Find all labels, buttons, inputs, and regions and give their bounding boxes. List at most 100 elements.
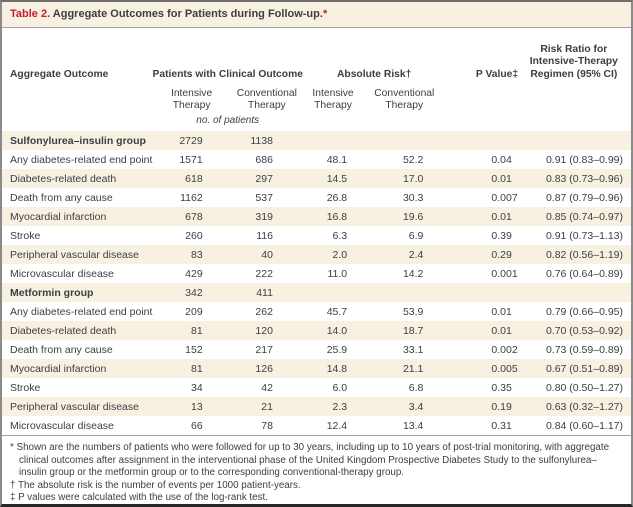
table-row: Microvascular disease 429 222 11.0 14.2 0.001… [2, 264, 631, 283]
cell-pi: 342 [185, 286, 203, 299]
cell-pc: 686 [255, 153, 273, 166]
cell-pi: 34 [191, 381, 203, 394]
cell-pi: 2729 [179, 134, 203, 147]
cell-outcome: Any diabetes-related end point [10, 305, 153, 318]
outcomes-table: Aggregate Outcome Patients with Clinical… [2, 28, 631, 435]
group-row: Metformin group 342 411 [2, 283, 631, 302]
cell-rr: 0.63 (0.32–1.27) [545, 400, 623, 413]
cell-outcome: Myocardial infarction [10, 362, 107, 375]
cell-p: 0.002 [491, 343, 518, 356]
footnote-text: P values were calculated with the use of… [18, 492, 268, 503]
cell-rr: 0.83 (0.73–0.96) [545, 172, 623, 185]
cell-pi: 678 [185, 210, 203, 223]
cell-p: 0.19 [491, 400, 512, 413]
cell-outcome: Myocardial infarction [10, 210, 107, 223]
table-row: Death from any cause 152 217 25.9 33.1 0.002 0… [2, 340, 631, 359]
header-spacer [521, 86, 631, 114]
cell-ri: 6.0 [332, 381, 348, 394]
cell-p: 0.31 [491, 419, 512, 432]
cell-pc: 78 [261, 419, 273, 432]
cell-ri [303, 283, 363, 302]
footnote-marker: † [10, 479, 18, 491]
units-spacer [2, 114, 152, 131]
cell-pc: 262 [255, 305, 273, 318]
cell-outcome: Metformin group [10, 286, 94, 299]
cell-outcome: Sulfonylurea–insulin group [10, 134, 146, 147]
cell-ri: 45.7 [326, 305, 348, 318]
column-header-aggregate-outcome: Aggregate Outcome [10, 68, 109, 80]
cell-pc: 42 [261, 381, 273, 394]
cell-rr: 0.79 (0.66–0.95) [545, 305, 623, 318]
table-row: Myocardial infarction 678 319 16.8 19.6 0.01 0… [2, 207, 631, 226]
table-row: Peripheral vascular disease 83 40 2.0 2.4 0.2… [2, 245, 631, 264]
subheader-patients-conventional-therapy: Conventional Therapy [236, 88, 297, 111]
cell-ri: 12.4 [326, 419, 348, 432]
group-header-patients-with-clinical-outcome: Patients with Clinical Outcome [152, 68, 303, 80]
cell-p: 0.007 [491, 191, 518, 204]
table-row: Any diabetes-related end point 209 262 45.7… [2, 302, 631, 321]
subheader-risk-intensive-therapy: Intensive Therapy [312, 88, 354, 111]
cell-rc: 6.9 [408, 229, 424, 242]
table-row: Microvascular disease 66 78 12.4 13.4 0.31 0.8… [2, 416, 631, 435]
table-header: Aggregate Outcome Patients with Clinical… [2, 28, 631, 131]
column-header-p-value: P Value‡ [475, 68, 519, 80]
table-row: Diabetes-related death 81 120 14.0 18.7 0.01 0… [2, 321, 631, 340]
cell-pi: 1571 [179, 153, 203, 166]
cell-rr: 0.85 (0.74–0.97) [545, 210, 623, 223]
footnote-text: The absolute risk is the number of event… [18, 479, 301, 491]
table-row: Stroke 34 42 6.0 6.8 0.35 0.80 (0.50–1.27) [2, 378, 631, 397]
units-spacer [445, 114, 520, 131]
cell-pi: 1162 [180, 191, 203, 204]
cell-rr: 0.91 (0.83–0.99) [545, 153, 623, 166]
cell-pi: 152 [185, 343, 203, 356]
cell-ri: 25.9 [326, 343, 348, 356]
header-spacer [2, 86, 152, 114]
cell-rc [363, 131, 445, 150]
cell-rc: 21.1 [402, 362, 424, 375]
cell-pc: 126 [255, 362, 273, 375]
cell-p: 0.01 [491, 172, 512, 185]
table-row: Stroke 260 116 6.3 6.9 0.39 0.91 (0.73–1.13) [2, 226, 631, 245]
header-row-units: no. of patients [2, 114, 631, 131]
cell-rr: 0.67 (0.51–0.89) [545, 362, 623, 375]
cell-outcome: Diabetes-related death [10, 172, 117, 185]
cell-rc: 14.2 [402, 267, 424, 280]
units-note: no. of patients [196, 115, 260, 126]
cell-outcome: Death from any cause [10, 191, 113, 204]
footnote: † The absolute risk is the number of eve… [10, 480, 623, 493]
cell-outcome: Peripheral vascular disease [10, 400, 139, 413]
cell-pi: 81 [191, 362, 203, 375]
cell-rc [363, 283, 445, 302]
cell-p: 0.01 [491, 305, 512, 318]
cell-pc: 537 [255, 191, 273, 204]
cell-outcome: Peripheral vascular disease [10, 248, 139, 261]
units-spacer [521, 114, 631, 131]
cell-pc: 297 [255, 172, 273, 185]
cell-p: 0.01 [491, 324, 512, 337]
cell-ri: 2.0 [332, 248, 348, 261]
cell-pi: 260 [185, 229, 203, 242]
cell-rr: 0.87 (0.79–0.96) [545, 191, 623, 204]
cell-outcome: Microvascular disease [10, 419, 114, 432]
cell-p: 0.005 [491, 362, 518, 375]
cell-ri: 26.8 [326, 191, 348, 204]
cell-rc: 18.7 [402, 324, 424, 337]
table-title-footnote-marker: * [322, 8, 328, 20]
cell-p: 0.35 [491, 381, 512, 394]
cell-p [445, 283, 520, 302]
group-row: Sulfonylurea–insulin group 2729 1138 [2, 131, 631, 150]
footnotes: * Shown are the numbers of patients who … [2, 435, 631, 504]
cell-ri: 14.5 [326, 172, 348, 185]
cell-pi: 618 [185, 172, 203, 185]
cell-ri: 48.1 [326, 153, 348, 166]
cell-p: 0.01 [491, 210, 512, 223]
cell-rc: 13.4 [402, 419, 424, 432]
cell-outcome: Stroke [10, 381, 41, 394]
cell-pi: 83 [191, 248, 203, 261]
footnote-marker: * [10, 442, 17, 453]
cell-rr [521, 131, 631, 150]
header-row-groups: Aggregate Outcome Patients with Clinical… [2, 28, 631, 86]
cell-rc: 19.6 [402, 210, 424, 223]
cell-rc: 33.1 [402, 343, 424, 356]
